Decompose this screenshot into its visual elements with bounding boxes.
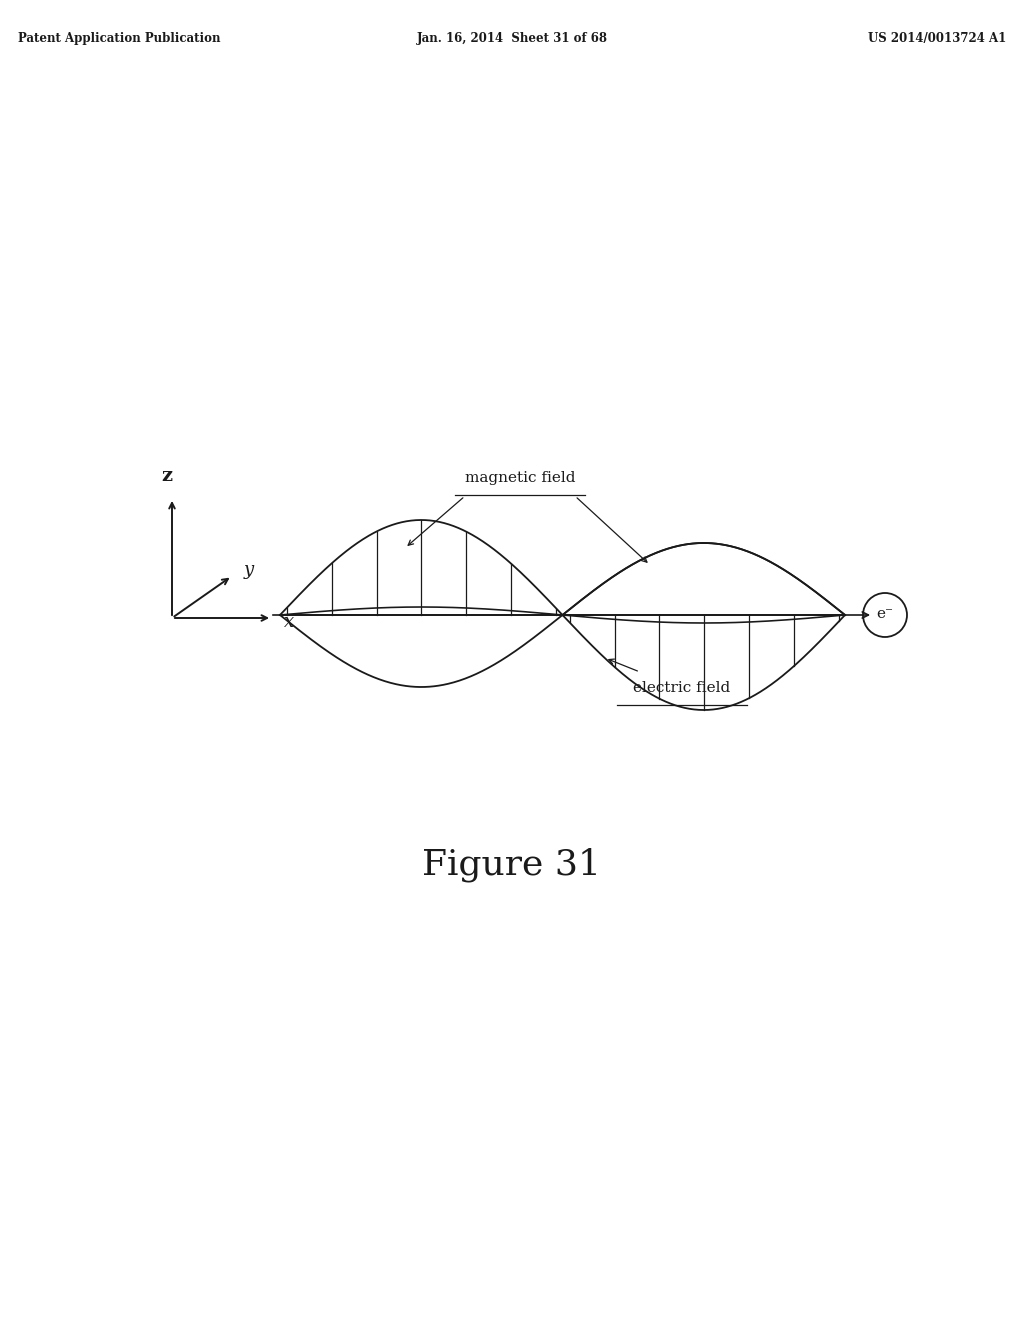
Text: US 2014/0013724 A1: US 2014/0013724 A1 bbox=[867, 32, 1006, 45]
Text: Patent Application Publication: Patent Application Publication bbox=[18, 32, 220, 45]
Text: magnetic field: magnetic field bbox=[465, 471, 575, 484]
Text: y: y bbox=[244, 561, 254, 579]
Text: Jan. 16, 2014  Sheet 31 of 68: Jan. 16, 2014 Sheet 31 of 68 bbox=[417, 32, 607, 45]
Text: Figure 31: Figure 31 bbox=[423, 847, 601, 882]
Text: e⁻: e⁻ bbox=[877, 607, 894, 620]
Text: z: z bbox=[162, 467, 172, 484]
Text: electric field: electric field bbox=[634, 681, 731, 696]
Text: x: x bbox=[284, 612, 294, 631]
